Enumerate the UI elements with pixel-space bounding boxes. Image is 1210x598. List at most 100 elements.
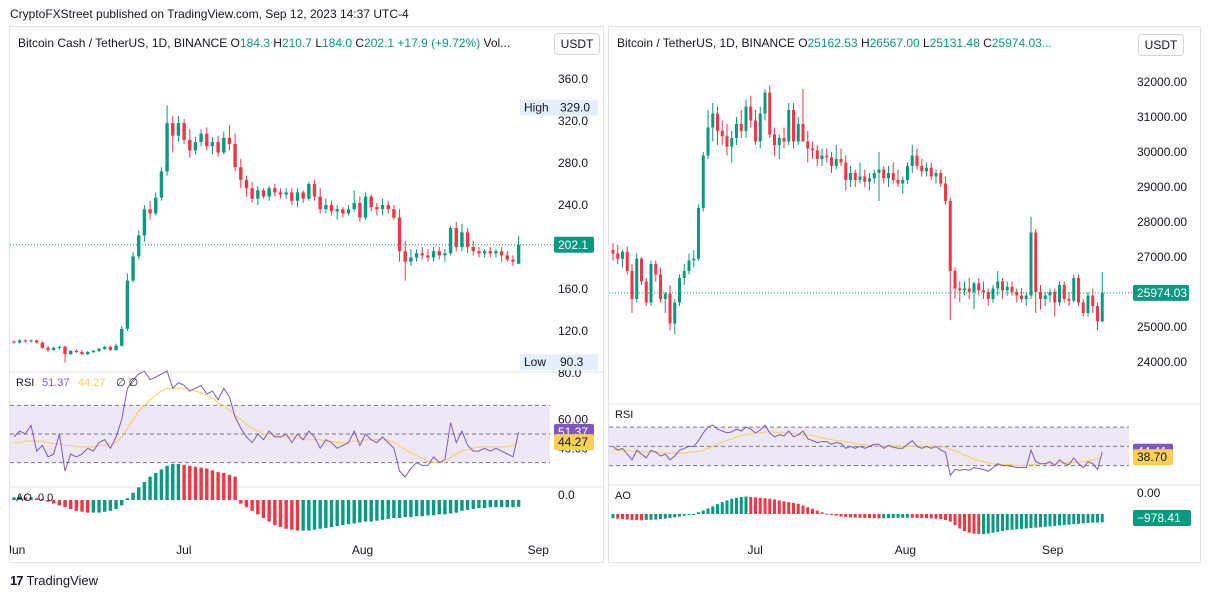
ao-bar [176, 464, 181, 500]
tradingview-logo[interactable]: 17 TradingView [10, 573, 98, 588]
ao-bar [358, 500, 362, 523]
btc-currency-button[interactable]: USDT [1138, 34, 1184, 56]
ao-bar [1086, 514, 1090, 523]
price-axis-tick: 30000.00 [1137, 145, 1187, 159]
candle-body [1096, 306, 1099, 322]
btc-close-label: C [983, 36, 992, 50]
ao-bar [611, 514, 615, 519]
ao-bar [114, 500, 118, 509]
candle-body [687, 260, 691, 271]
ao-bar [663, 514, 667, 519]
ao-bar [739, 496, 743, 514]
ao-bar [625, 514, 629, 520]
ao-bar [972, 514, 976, 534]
candle-body [1024, 295, 1028, 299]
bch-close-label: C [355, 36, 365, 50]
candle-body [63, 346, 67, 355]
candle-body [403, 251, 407, 262]
ao-bar [896, 514, 900, 518]
ao-bar [142, 482, 147, 500]
ao-bar [920, 514, 924, 519]
candle-body [663, 293, 667, 299]
ao-bar [825, 513, 829, 515]
ao-bar [811, 508, 814, 514]
candle-body [1058, 285, 1061, 303]
candle-body [420, 253, 424, 256]
ao-bar [69, 500, 73, 509]
candle-body [967, 288, 971, 292]
ao-bar [51, 500, 56, 504]
bch-low-value: 184.0 [322, 36, 353, 50]
candle-body [801, 124, 805, 142]
ao-bar [216, 472, 220, 500]
candle-body [887, 173, 890, 179]
candle-body [725, 136, 729, 147]
ao-bar [654, 514, 658, 520]
candle-body [233, 144, 237, 168]
candle-body [1067, 299, 1071, 301]
ao-legend-extra: 0 0 [38, 492, 53, 504]
ao-bar [1024, 514, 1028, 529]
candle-body [986, 292, 990, 299]
ao-bar [159, 469, 164, 500]
candle-body [948, 201, 952, 271]
candle-body [678, 278, 681, 303]
ao-bar [697, 512, 700, 514]
candle-body [284, 192, 288, 195]
candle-body [944, 183, 947, 201]
btc-chart-panel[interactable]: 32000.00 31000.00 30000.00 29000.00 28000.00… [608, 26, 1201, 563]
bch-high-label: H [273, 36, 282, 50]
candle-body [69, 350, 73, 355]
candle-body [352, 202, 356, 210]
ao-value-label-bg [1133, 510, 1191, 526]
ao-bar [934, 514, 938, 519]
bch-currency-button[interactable]: USDT [554, 33, 600, 55]
candle-body [929, 167, 933, 177]
rsi-ma-value-label-bg [1133, 449, 1173, 466]
ao-bar [329, 500, 334, 527]
candle-body [782, 138, 786, 142]
bch-low-label: L [315, 36, 322, 50]
candle-body [431, 251, 436, 258]
bch-chart-canvas[interactable]: 360.0320.0280.0240.0160.0120.080.0JunJul… [10, 27, 604, 563]
ao-bar [849, 514, 852, 518]
ao-bar [409, 500, 413, 518]
ao-bar [307, 500, 311, 531]
btc-chart-canvas[interactable]: 32000.00 31000.00 30000.00 29000.00 28000.00… [609, 27, 1201, 563]
price-axis-tick: 280.0 [558, 156, 588, 170]
candle-body [392, 209, 396, 218]
rsi-pane-label: RSI [615, 409, 633, 421]
candle-body [906, 166, 909, 180]
candle-body [363, 196, 368, 218]
last-price-label-bg [554, 236, 594, 253]
ao-bar [820, 512, 824, 514]
ao-bar [188, 465, 192, 500]
time-axis-tick: Jul [176, 543, 191, 557]
candle-body [222, 137, 226, 153]
ao-bar [171, 464, 175, 500]
candle-body [796, 124, 800, 142]
candle-body [477, 251, 481, 254]
candle-body [142, 209, 147, 236]
rsi-ma-line [14, 387, 519, 464]
ao-bar [1067, 514, 1071, 525]
candle-body [773, 134, 776, 145]
ao-bar [796, 503, 800, 514]
ao-bar [953, 514, 957, 526]
candle-body [920, 166, 924, 172]
ao-bar [250, 500, 254, 511]
ao-bar [23, 497, 28, 500]
candle-body [511, 259, 515, 262]
ao-bar [34, 498, 39, 500]
ao-bar [754, 497, 757, 514]
ao-bar [982, 514, 985, 534]
ao-bar [1001, 514, 1004, 532]
high-marker-label: High [524, 101, 549, 115]
ao-bar [295, 500, 300, 531]
bch-chart-panel[interactable]: 360.0320.0280.0240.0160.0120.080.0JunJul… [9, 26, 604, 563]
candle-body [465, 232, 470, 247]
candle-body [120, 328, 124, 346]
ao-bar [397, 500, 402, 518]
ao-bar [1043, 514, 1047, 527]
btc-high-value: 26567.00 [869, 36, 920, 50]
